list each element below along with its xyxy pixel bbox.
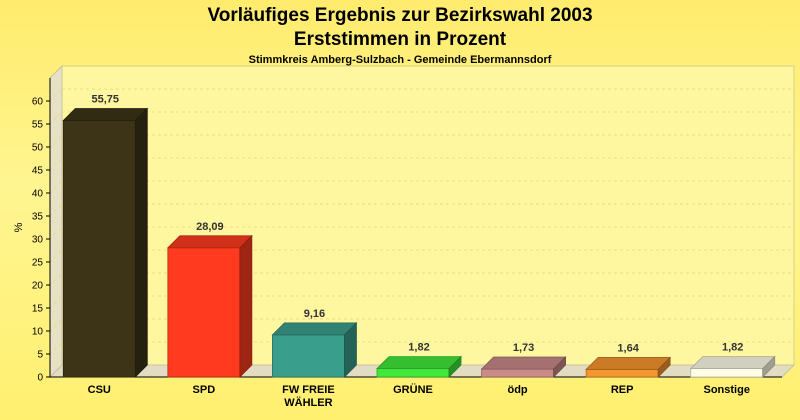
plot-left-wall: [49, 64, 63, 379]
gridline-side: [49, 249, 63, 263]
bar-front: [62, 120, 136, 378]
category-label: REP: [611, 384, 634, 396]
bar-value-label: 1,73: [513, 342, 534, 354]
y-tick-label: 55: [32, 120, 44, 131]
category-label: CSU: [88, 384, 111, 396]
bar-top: [271, 322, 358, 336]
gridline-side: [49, 272, 63, 286]
y-tick-label: 50: [32, 143, 44, 154]
gridline-side: [49, 295, 63, 309]
chart-title-line2: Erststimmen in Prozent: [293, 29, 507, 50]
bar-front: [585, 369, 659, 378]
bar-value-label: 9,16: [304, 308, 325, 320]
bar-top: [585, 357, 672, 370]
bar-value-label: 1,64: [617, 342, 639, 354]
y-tick-label: 15: [32, 304, 44, 315]
bar-side: [553, 356, 566, 378]
category-label: GRÜNE: [393, 383, 433, 396]
bar-top: [689, 356, 776, 370]
y-tick-label: 60: [32, 97, 44, 108]
bar-side: [239, 234, 253, 378]
category-label: SPD: [193, 384, 216, 396]
gridline-side: [49, 111, 63, 125]
chart-subtitle: Stimmkreis Amberg-Sulzbach - Gemeinde Eb…: [248, 54, 552, 66]
gridline-side: [49, 318, 63, 332]
bar-top: [62, 108, 149, 121]
gridline-side: [49, 134, 63, 148]
gridline-side: [49, 88, 63, 102]
gridline-side: [49, 157, 63, 171]
y-tick-label: 45: [32, 166, 44, 177]
bar-side: [344, 321, 357, 378]
bar-side: [762, 355, 776, 378]
y-tick-label: 40: [32, 189, 44, 200]
bar-top: [480, 356, 567, 370]
bar-top: [166, 235, 253, 249]
gridline-side: [49, 203, 63, 217]
category-label: Sonstige: [703, 384, 749, 396]
bar-side: [448, 355, 462, 378]
gridline-side: [49, 341, 63, 355]
y-tick-label: 25: [32, 258, 44, 269]
y-tick-label: 35: [32, 212, 44, 223]
bar-front: [481, 368, 554, 378]
bar-front: [167, 247, 241, 378]
category-label: FW FREIE: [282, 384, 335, 396]
bar-value-label: 55,75: [92, 94, 120, 106]
bar-front: [376, 368, 450, 378]
gridline-side: [49, 226, 63, 240]
chart-title: Vorläufiges Ergebnis zur Bezirkswahl 200…: [207, 5, 593, 26]
category-label: WÄHLER: [284, 396, 332, 409]
bar-side: [134, 107, 148, 378]
bar-top: [376, 356, 462, 370]
bar-front: [272, 334, 345, 378]
bar-value-label: 1,82: [408, 342, 429, 354]
y-tick-label: 0: [37, 373, 43, 384]
y-axis-label: %: [13, 222, 25, 232]
bar-value-label: 1,82: [722, 342, 743, 354]
bar-value-label: 28,09: [196, 221, 224, 233]
gridline-side: [49, 180, 63, 194]
y-tick-label: 5: [37, 350, 43, 361]
y-tick-label: 10: [32, 327, 44, 338]
y-tick-label: 30: [32, 235, 44, 246]
y-tick-label: 20: [32, 281, 44, 292]
category-label: ödp: [507, 384, 527, 396]
bar-side: [657, 356, 671, 378]
bar-front: [690, 368, 764, 378]
